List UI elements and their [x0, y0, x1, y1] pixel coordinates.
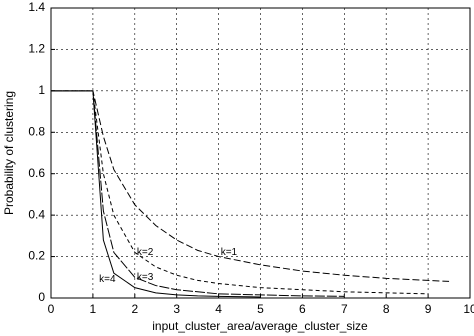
series-line: [51, 90, 429, 295]
x-tick-label: 10: [463, 302, 474, 316]
series-label: k=2: [137, 247, 154, 258]
x-tick-label: 2: [131, 302, 138, 316]
y-tick-label: 1.4: [28, 0, 45, 14]
x-tick-label: 1: [90, 302, 97, 316]
y-tick-label: 1.2: [28, 42, 45, 56]
y-tick-label: 0.2: [28, 249, 45, 263]
y-tick-label: 0.8: [28, 124, 45, 138]
series-line: [51, 90, 261, 298]
x-tick-label: 4: [215, 302, 222, 316]
x-tick-label: 3: [173, 302, 180, 316]
series-label: k=4: [99, 274, 116, 285]
x-tick-label: 8: [383, 302, 390, 316]
series-line: [51, 90, 450, 282]
y-axis-label: Probability of clustering: [2, 91, 16, 215]
y-tick-label: 0.6: [28, 166, 45, 180]
series-label: k=1: [221, 247, 238, 258]
series-label: k=3: [137, 272, 154, 283]
x-tick-label: 6: [299, 302, 306, 316]
x-tick-label: 7: [341, 302, 348, 316]
x-tick-label: 0: [48, 302, 55, 316]
x-tick-label: 5: [257, 302, 264, 316]
plot-frame: [50, 7, 471, 299]
series-line: [51, 90, 345, 297]
y-tick-label: 1: [38, 83, 45, 97]
y-tick-label: 0.4: [28, 207, 45, 221]
x-tick-label: 9: [425, 302, 432, 316]
y-tick-label: 0: [38, 290, 45, 304]
x-axis-label: input_cluster_area/average_cluster_size: [152, 319, 368, 333]
